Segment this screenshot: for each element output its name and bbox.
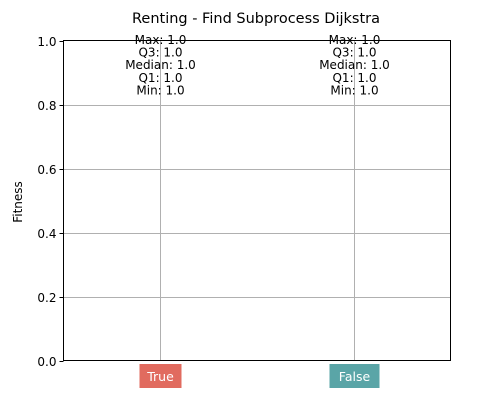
y-tick-label: 0.6 [37,163,56,177]
plot-area-frame [64,41,451,361]
y-tick-label: 0.0 [37,355,56,369]
y-axis-label: Fitness [11,181,25,223]
stat-annotation: Min: 1.0 [136,83,184,97]
stat-annotation: Min: 1.0 [330,83,378,97]
x-axis-category-labels: True False [140,364,380,388]
chart-title: Renting - Find Subprocess Dijkstra [132,11,380,27]
grid-lines [64,41,451,361]
y-tick-label: 0.4 [37,227,56,241]
y-tick-label: 0.8 [37,99,56,113]
category-label: True [146,369,174,384]
category-label: False [339,369,371,384]
y-tick-label: 1.0 [37,35,56,49]
y-tick-label: 0.2 [37,291,56,305]
y-axis-ticks: 0.0 0.2 0.4 0.6 0.8 1.0 [37,35,63,369]
